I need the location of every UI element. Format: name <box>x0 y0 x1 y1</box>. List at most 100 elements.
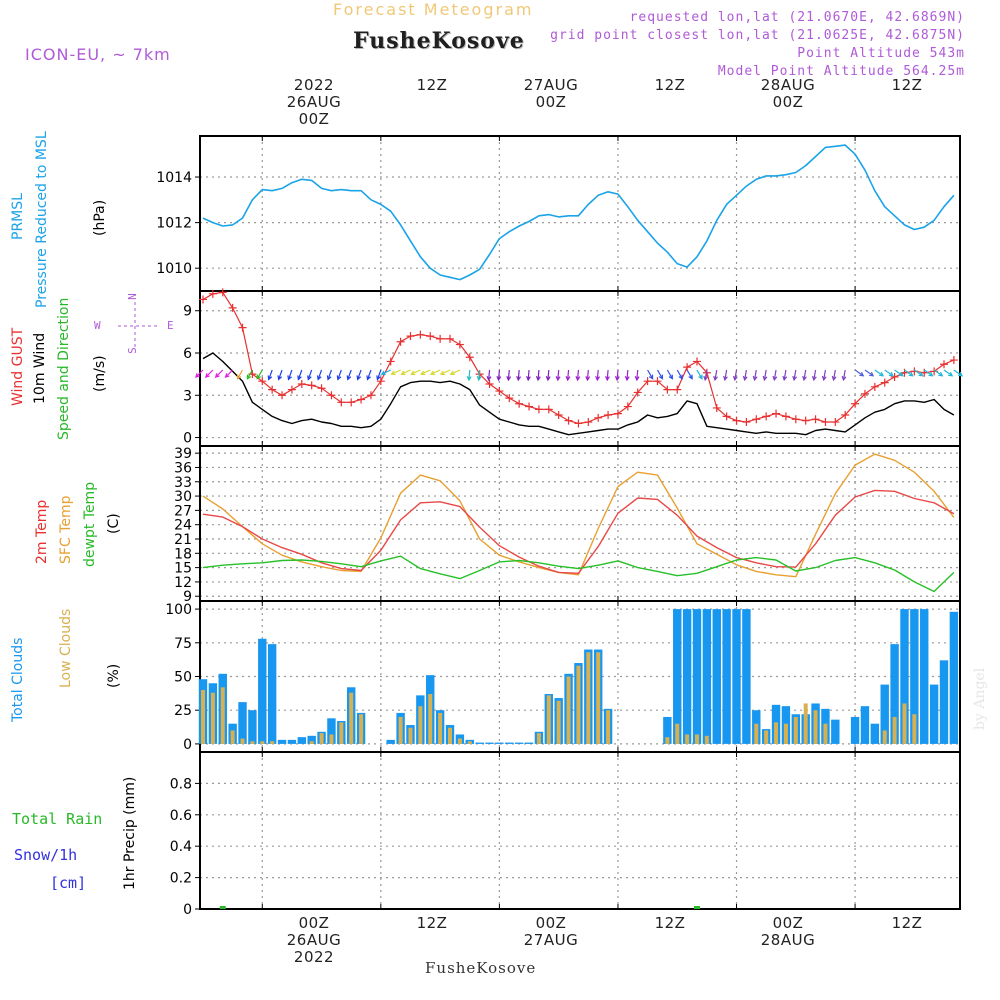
low-cloud-bar <box>467 741 472 744</box>
wind-arrowhead <box>703 375 709 382</box>
wind-arrowhead <box>496 376 502 382</box>
total-cloud-bar <box>880 684 889 744</box>
wind-arrowhead <box>267 375 273 381</box>
total-cloud-bar <box>890 644 899 744</box>
wind-arrow <box>376 369 382 380</box>
model-point-altitude: Model Point Altitude 564.25m <box>717 64 965 79</box>
wind-arrowhead <box>918 371 924 377</box>
wind-arrowhead <box>948 371 954 377</box>
total-cloud-bar <box>910 609 919 744</box>
wind-arrow <box>813 369 817 380</box>
gust-marker <box>791 415 800 424</box>
gust-marker <box>712 403 721 412</box>
total-cloud-bar <box>673 609 682 744</box>
y-tick-label: 15 <box>174 561 192 577</box>
wind-arrow <box>391 369 401 375</box>
low-cloud-bar <box>764 730 769 744</box>
wind-arrow <box>450 369 461 375</box>
wind-arrow <box>923 369 933 377</box>
wind-arrow <box>527 369 530 381</box>
gust-marker <box>594 413 603 422</box>
wind-arrowhead <box>535 376 541 382</box>
wind-arrowhead <box>390 370 396 376</box>
wind-arrow <box>753 369 757 380</box>
wind-arrowhead <box>595 376 601 382</box>
wind-arrow <box>616 369 619 381</box>
wind-arrow <box>195 369 204 378</box>
wind-arrowhead <box>698 374 703 380</box>
panel-frame <box>199 751 961 910</box>
wind-arrow <box>537 369 540 381</box>
gust-marker <box>406 332 415 341</box>
wind-arrowhead <box>878 371 885 377</box>
wind-arrowhead <box>277 375 283 381</box>
y-tick-label: 1012 <box>156 216 192 232</box>
low-cloud-bar <box>349 692 354 744</box>
wind-arrowhead <box>908 371 914 377</box>
low-cloud-bar <box>339 722 344 744</box>
gust-marker <box>317 384 326 393</box>
y-tick-label: 0 <box>183 737 192 753</box>
low-cloud-bar <box>823 723 828 744</box>
wind-arrowhead <box>506 376 512 382</box>
wind-arrow <box>714 369 718 380</box>
pressure-line <box>202 144 955 281</box>
cm-unit: [cm] <box>50 874 87 892</box>
gust-marker <box>752 415 761 424</box>
low-cloud-bar <box>596 652 601 744</box>
wind-arrow <box>430 369 441 375</box>
panel-frame <box>199 445 961 602</box>
wind-arrowhead <box>526 376 531 382</box>
low-cloud-bar <box>912 714 917 744</box>
wind-arrowhead <box>214 373 220 378</box>
y-tick-label: 50 <box>174 670 192 686</box>
y-tick-label: 0 <box>183 431 192 447</box>
gust-marker <box>890 372 899 381</box>
gust-marker <box>831 418 840 427</box>
gust-marker <box>297 380 306 388</box>
wind-arrowhead <box>356 375 362 381</box>
low-cloud-bar <box>774 722 779 744</box>
y-tick-label: 3 <box>183 388 192 404</box>
y-tick-label: 0 <box>183 902 192 918</box>
y-tick-label: 100 <box>165 602 192 618</box>
gust-marker <box>534 405 543 414</box>
low-cloud-bar <box>220 687 225 744</box>
gust-marker <box>366 391 375 400</box>
wind-arrow <box>517 369 520 381</box>
low-cloud-bar <box>546 695 551 744</box>
wind-arrowhead <box>486 376 492 382</box>
wind-arrow <box>297 369 303 380</box>
wind-arrowhead <box>410 370 416 376</box>
gust-marker <box>287 385 296 394</box>
wind-arrowhead <box>841 375 847 382</box>
wind-arrowhead <box>928 371 934 377</box>
gust-marker <box>505 394 514 403</box>
wind-arrowhead <box>400 370 406 376</box>
low-cloud-bar <box>783 723 788 744</box>
total-cloud-bar <box>307 735 316 744</box>
y-tick-label: 0.4 <box>170 839 192 855</box>
wind-arrow <box>327 369 333 380</box>
y-tick-label: 39 <box>174 446 192 462</box>
low-cloud-bar <box>329 734 334 744</box>
y-tick-label: 9 <box>183 304 192 320</box>
totalrain-label: Total Rain <box>12 810 103 828</box>
total-cloud-bar <box>514 742 524 744</box>
wind-arrowhead <box>898 371 904 377</box>
total-cloud-bar <box>386 739 395 744</box>
wind-arrow <box>894 369 904 377</box>
y-tick-label: 0.2 <box>170 871 192 887</box>
y-tick-label: 18 <box>174 546 192 562</box>
total-cloud-bar <box>860 706 870 744</box>
wind-arrowhead <box>782 375 788 382</box>
wind-arrowhead <box>346 375 352 381</box>
wind-arrow <box>547 369 550 381</box>
top-time-label: 12Z <box>654 76 686 94</box>
wind-arrow <box>904 369 914 377</box>
wind-arrow <box>411 369 421 375</box>
gust-marker <box>446 334 454 343</box>
low-cloud-bar <box>665 737 670 744</box>
wind-arrowhead <box>565 376 571 382</box>
wind-arrowhead <box>859 371 865 377</box>
